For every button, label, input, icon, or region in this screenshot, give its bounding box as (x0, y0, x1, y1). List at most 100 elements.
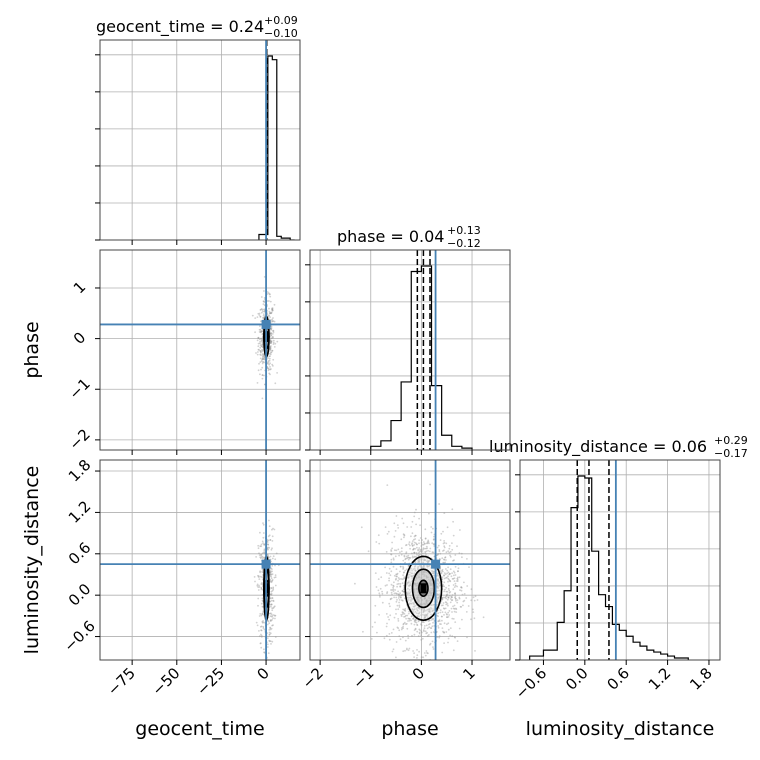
truth-marker (261, 319, 271, 329)
sample-point (460, 552, 463, 555)
sample-point (267, 292, 270, 294)
sample-point (271, 579, 274, 581)
sample-point (266, 300, 269, 302)
sample-point (447, 604, 449, 607)
sample-point (274, 617, 276, 620)
sample-point (403, 571, 405, 574)
sample-point (407, 584, 410, 587)
sample-point (446, 526, 449, 529)
sample-point (411, 543, 413, 546)
tick-label-y-luminosity_distance: 1.8 (65, 456, 95, 486)
sample-point (258, 584, 260, 587)
sample-point (444, 601, 447, 603)
sample-point (271, 308, 274, 311)
sample-point (431, 640, 434, 643)
sample-point (269, 346, 271, 348)
sample-point (397, 620, 400, 622)
sample-point (399, 583, 402, 585)
sample-point (397, 548, 400, 551)
sample-point (261, 358, 264, 360)
sample-point (459, 589, 461, 591)
sample-point (409, 584, 412, 587)
sample-point (447, 622, 450, 625)
sample-point (395, 575, 398, 578)
sample-point (428, 512, 430, 515)
sample-point (412, 650, 414, 652)
tick-label-x-geocent_time: 0 (253, 664, 272, 683)
sample-point (270, 573, 272, 576)
sample-point (398, 606, 401, 608)
tick-label-x-geocent_time: −75 (104, 664, 139, 699)
sample-point (269, 569, 271, 571)
sample-point (472, 611, 475, 613)
sample-point (387, 616, 389, 618)
panel-luminosity_distance-geocent_time (100, 460, 300, 660)
sample-point (427, 610, 430, 613)
sample-point (441, 611, 444, 613)
sample-point (271, 307, 273, 310)
sample-point (258, 312, 261, 315)
sample-point (267, 548, 269, 551)
sample-point (437, 575, 439, 577)
sample-point (260, 320, 262, 323)
sample-point (410, 575, 413, 577)
sample-point (430, 531, 433, 534)
sample-point (455, 607, 457, 610)
sample-point (433, 625, 436, 627)
sample-point (261, 621, 264, 624)
sample-point (422, 541, 425, 543)
sample-point (258, 630, 260, 632)
sample-point (429, 643, 431, 646)
sample-point (266, 554, 269, 557)
sample-point (431, 542, 434, 544)
sample-point (410, 580, 413, 583)
sample-point (413, 603, 416, 605)
sample-point (263, 549, 266, 552)
sample-point (444, 588, 446, 591)
sample-point (407, 596, 410, 599)
sample-point (261, 343, 264, 346)
sample-point (396, 575, 398, 578)
sample-point (411, 577, 414, 580)
sample-point (407, 637, 410, 639)
sample-point (452, 588, 455, 591)
sample-point (422, 609, 425, 612)
sample-point (260, 625, 263, 628)
sample-point (432, 572, 435, 575)
sample-point (396, 583, 399, 585)
sample-point (431, 604, 433, 606)
sample-point (431, 625, 434, 628)
sample-point (261, 555, 264, 558)
sample-point (415, 612, 418, 615)
sample-point (268, 312, 271, 315)
sample-point (419, 524, 421, 527)
sample-point (261, 594, 264, 596)
sample-point (400, 594, 403, 596)
sample-point (436, 586, 438, 589)
sample-point (271, 335, 274, 338)
sample-point (399, 570, 401, 573)
sample-point (420, 630, 423, 633)
sample-point (443, 585, 446, 588)
sample-point (414, 627, 417, 630)
sample-point (419, 629, 421, 632)
sample-point (449, 554, 451, 557)
sample-point (261, 552, 264, 555)
sample-point (448, 573, 451, 575)
sample-point (256, 382, 259, 384)
panel-frame (309, 249, 511, 451)
sample-point (446, 598, 449, 601)
sample-point (269, 593, 272, 596)
truth-marker (261, 559, 271, 569)
sample-point (409, 547, 411, 550)
sample-point (413, 551, 416, 554)
sample-point (393, 596, 395, 599)
sample-point (268, 634, 271, 636)
sample-point (391, 593, 393, 596)
sample-point (429, 547, 432, 550)
tick-label-y-luminosity_distance: −0.6 (60, 617, 98, 655)
sample-point (402, 522, 405, 525)
sample-point (263, 628, 266, 631)
sample-point (268, 359, 271, 362)
sample-point (398, 595, 400, 598)
